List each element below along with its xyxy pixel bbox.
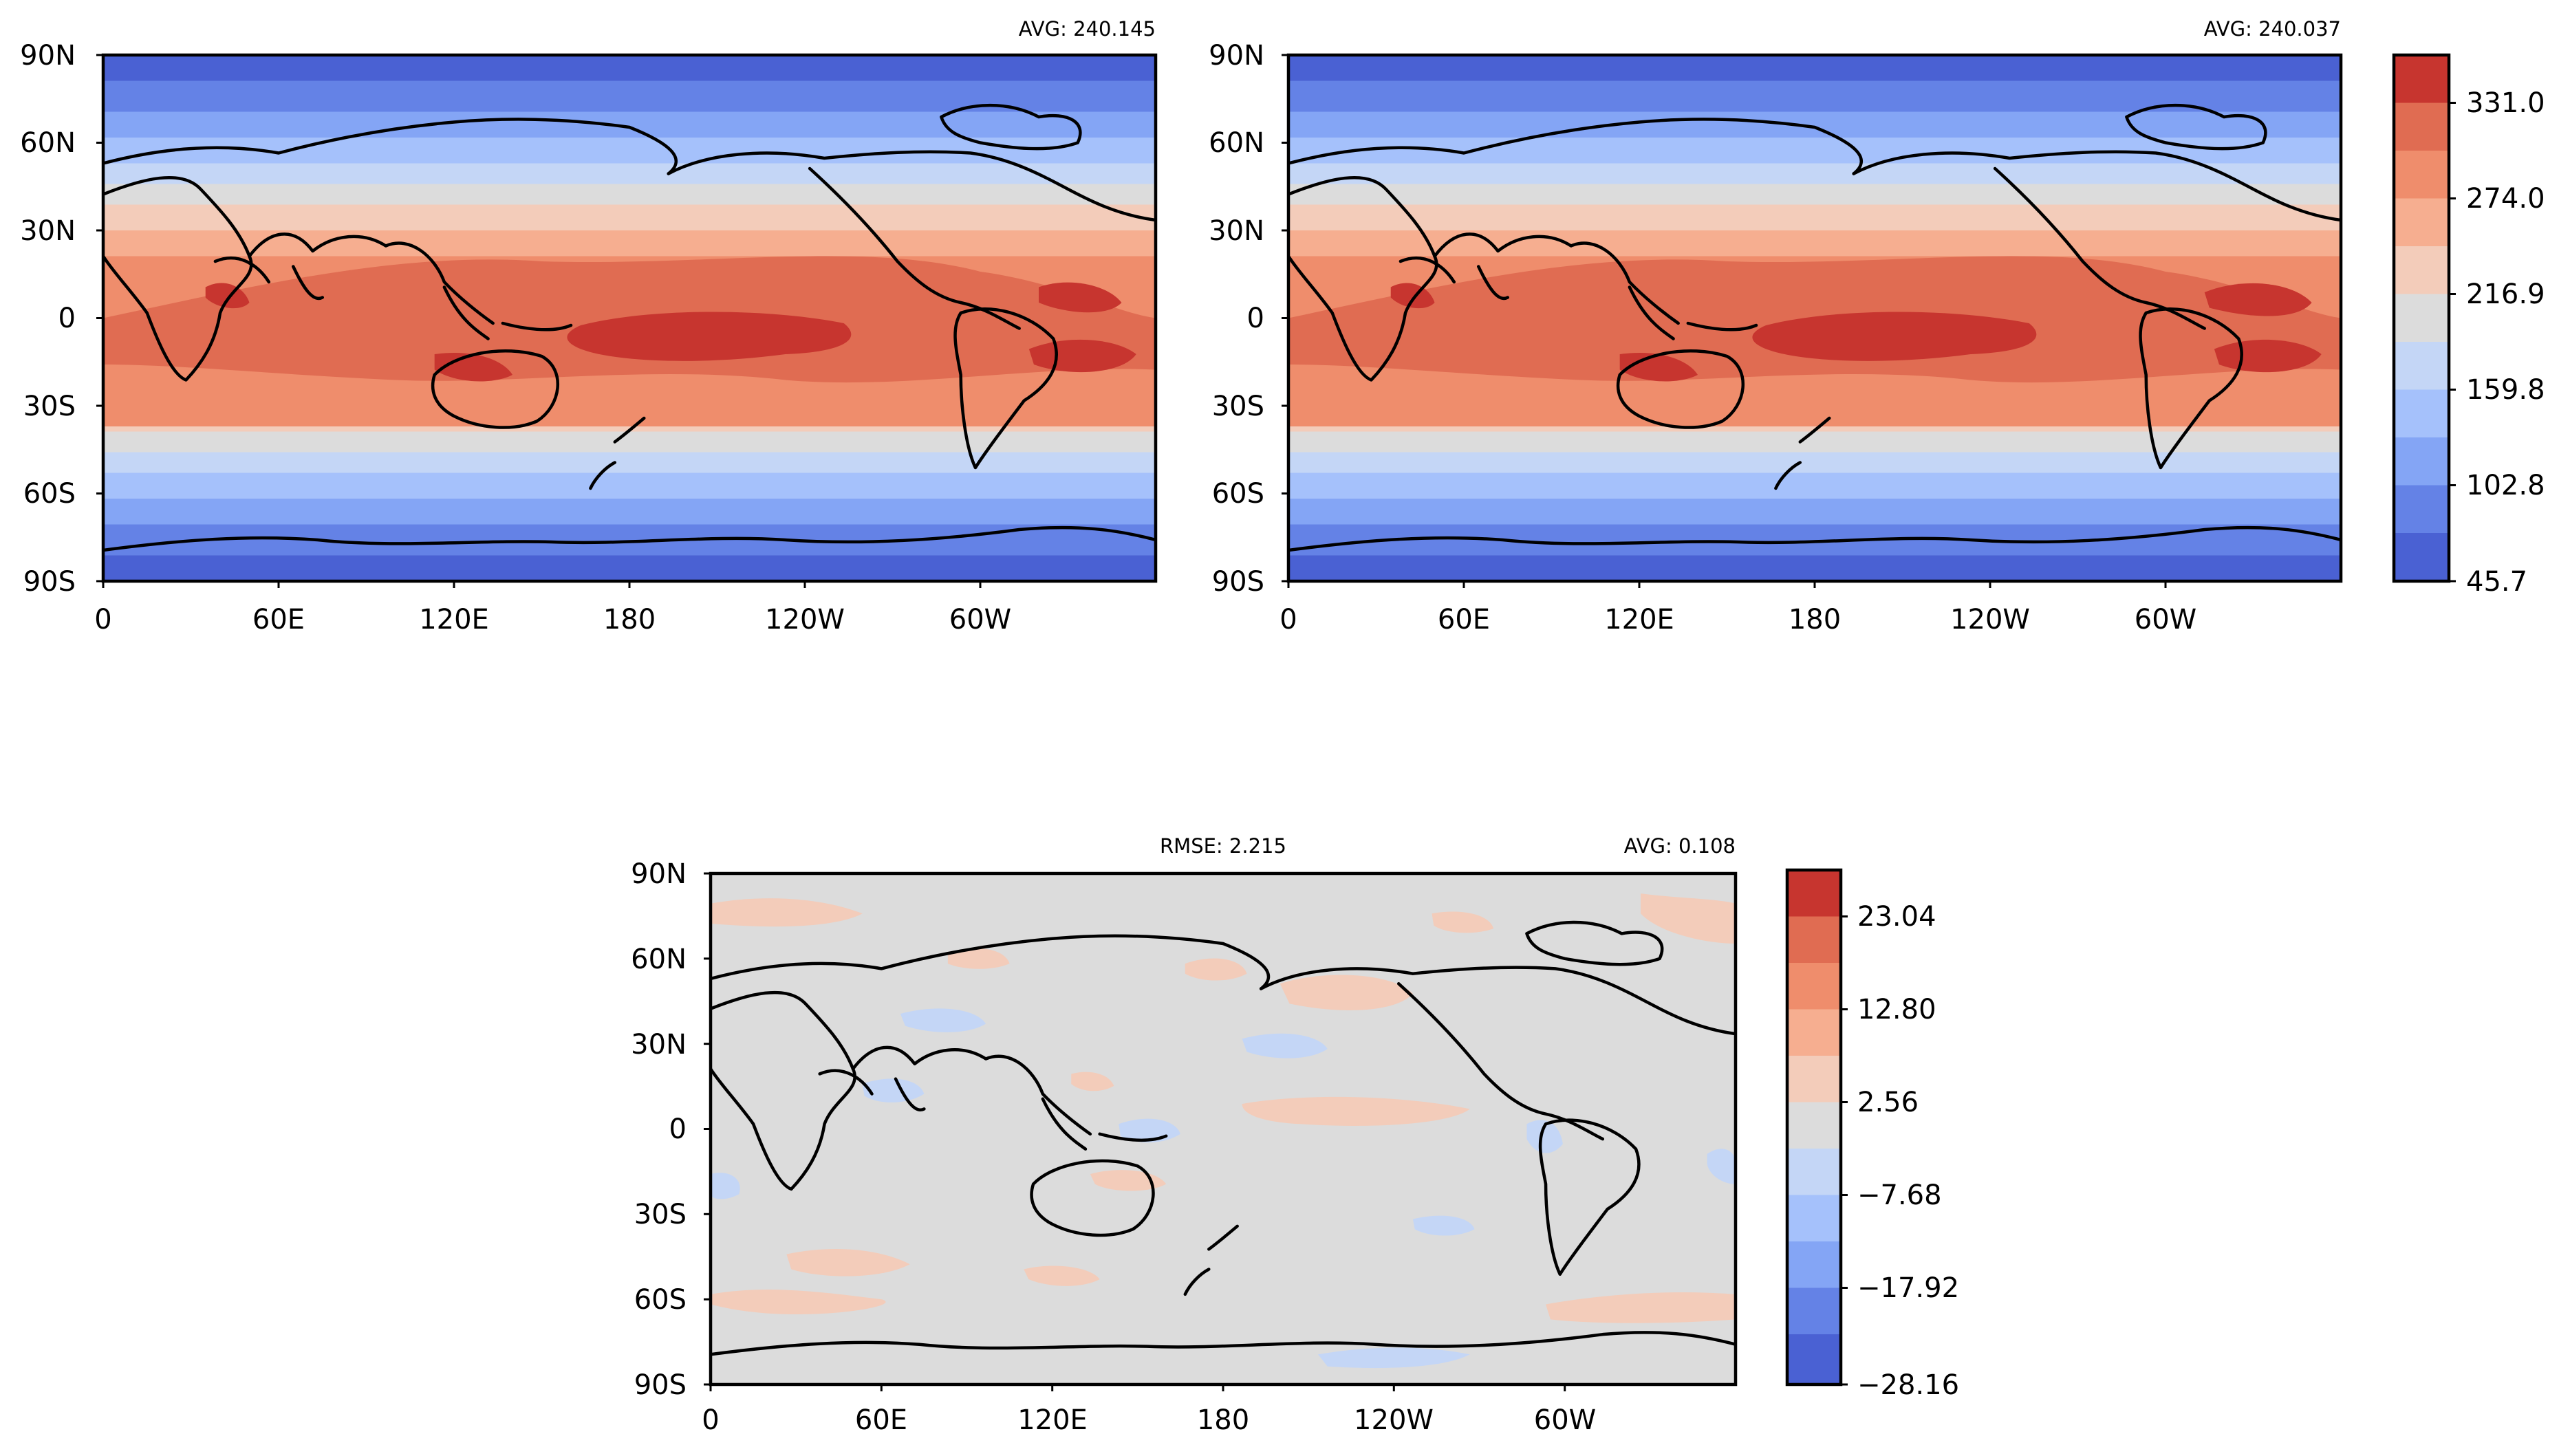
lat-tick-label: 60N xyxy=(20,127,76,159)
lon-tick-label: 180 xyxy=(1789,604,1841,635)
lon-tick-label: 120W xyxy=(1354,1404,1434,1436)
contour-field-top-right xyxy=(1288,55,2341,581)
colorbar-difference: 23.04 12.80 2.56 −7.68 −17.92 −28.16 xyxy=(1785,868,1959,1401)
lon-tick-label: 120W xyxy=(1950,604,2030,635)
colorbar-tick-label: 331.0 xyxy=(2466,87,2545,119)
lat-tick-label: 90N xyxy=(20,40,76,72)
lat-tick-label: 90S xyxy=(23,566,76,598)
lon-tick-label: 0 xyxy=(94,604,111,635)
coastlines-top-left xyxy=(103,105,1156,550)
colorbar-top: 331.0 274.0 216.9 159.8 102.8 45.7 xyxy=(2392,53,2545,598)
lat-tick-label: 30N xyxy=(1209,215,1264,247)
avg-label: AVG: 240.037 xyxy=(2204,17,2341,41)
lat-tick-label: 30N xyxy=(631,1029,687,1061)
lat-tick-label: 60N xyxy=(1209,127,1264,159)
colorbar-tick-label: 274.0 xyxy=(2466,183,2545,215)
colorbar-tick-label: 45.7 xyxy=(2466,566,2527,598)
lon-tick-label: 0 xyxy=(702,1404,719,1436)
lon-tick-label: 180 xyxy=(1197,1404,1249,1436)
colorbar-tick-label: −7.68 xyxy=(1857,1180,1942,1211)
rmse-label: RMSE: 2.215 xyxy=(1160,834,1286,858)
lat-ticks-top-left xyxy=(96,54,103,583)
coastlines-difference xyxy=(711,922,1736,1354)
colorbar-tick-label: 2.56 xyxy=(1857,1087,1919,1118)
lon-tick-label: 120E xyxy=(419,604,489,635)
colorbar-tick-label: −28.16 xyxy=(1857,1369,1959,1401)
lon-ticks-top-right xyxy=(1287,581,2167,588)
lon-tick-label: 60W xyxy=(2135,604,2196,635)
lon-tick-label: 60E xyxy=(252,604,305,635)
colorbar-frame xyxy=(1785,868,1843,1387)
avg-label: AVG: 240.145 xyxy=(1019,17,1156,41)
lat-tick-label: 30S xyxy=(634,1199,687,1230)
lat-tick-label: 90N xyxy=(1209,40,1264,72)
lon-tick-label: 180 xyxy=(603,604,656,635)
colorbar-tick-label: 23.04 xyxy=(1857,901,1936,933)
lon-tick-label: 60E xyxy=(1438,604,1490,635)
contour-field-top-left xyxy=(103,55,1156,581)
colorbar-tick-label: 102.8 xyxy=(2466,470,2545,501)
lon-tick-label: 60E xyxy=(855,1404,907,1436)
map-panel-top-right: 90N 60N 30N 0 30S 60S 90S 0 60E 120E 180… xyxy=(1209,17,2343,635)
colorbar-tick-label: 12.80 xyxy=(1857,994,1936,1025)
lat-tick-label: 60S xyxy=(23,478,76,510)
lat-tick-label: 30S xyxy=(1212,391,1264,422)
colorbar-frame xyxy=(2392,53,2451,583)
map-panel-top-left: 90N 60N 30N 0 30S 60S 90S 0 60E 120E 180… xyxy=(20,17,1158,635)
lat-tick-label: 90N xyxy=(631,858,687,890)
lon-tick-label: 60W xyxy=(1534,1404,1596,1436)
lat-tick-label: 0 xyxy=(58,303,76,334)
lat-tick-label: 60S xyxy=(1212,478,1264,510)
colorbar-tick-label: 216.9 xyxy=(2466,279,2545,310)
lat-tick-label: 30S xyxy=(23,391,76,422)
lon-tick-label: 60W xyxy=(949,604,1011,635)
colorbar-swatches-top xyxy=(2394,55,2449,581)
lat-ticks-difference xyxy=(704,872,711,1386)
lat-tick-label: 90S xyxy=(1212,566,1264,598)
lat-ticks-top-right xyxy=(1282,54,1288,583)
lat-tick-label: 30N xyxy=(20,215,76,247)
lat-tick-label: 60N xyxy=(631,944,687,975)
lon-tick-label: 0 xyxy=(1279,604,1297,635)
colorbar-tick-label: −17.92 xyxy=(1857,1272,1959,1304)
lon-ticks-difference xyxy=(709,1384,1566,1391)
avg-label: AVG: 0.108 xyxy=(1624,834,1736,858)
colorbar-swatches-difference xyxy=(1787,870,1841,1384)
lon-ticks-top-left xyxy=(102,581,982,588)
lat-tick-label: 90S xyxy=(634,1369,687,1401)
lat-tick-label: 0 xyxy=(669,1113,687,1145)
lat-tick-label: 60S xyxy=(634,1284,687,1316)
lon-tick-label: 120E xyxy=(1017,1404,1088,1436)
lon-tick-label: 120E xyxy=(1604,604,1674,635)
coastlines-top-right xyxy=(1288,105,2341,550)
lon-tick-label: 120W xyxy=(765,604,845,635)
map-panel-difference: 90N 60N 30N 0 30S 60S 90S 0 60E 120E 180… xyxy=(631,834,1738,1436)
lat-tick-label: 0 xyxy=(1247,303,1264,334)
colorbar-tick-label: 159.8 xyxy=(2466,374,2545,406)
